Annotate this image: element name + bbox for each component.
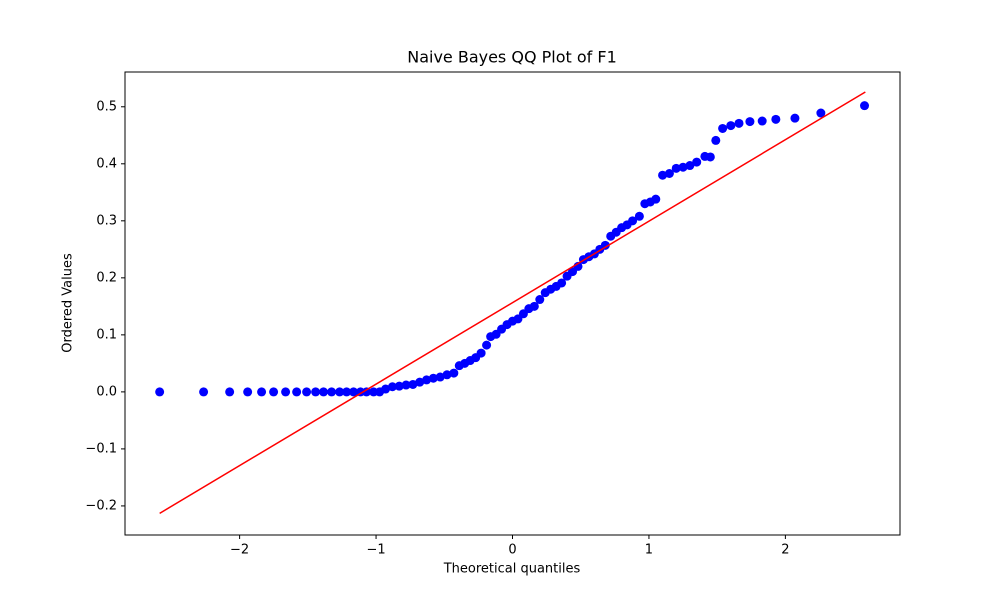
x-tick-label: −1 [366, 543, 385, 558]
point [269, 387, 279, 397]
x-axis-label: Theoretical quantiles [443, 562, 581, 577]
point [408, 379, 418, 389]
point [600, 240, 610, 250]
point [362, 387, 372, 397]
point [685, 161, 695, 171]
y-tick-label: 0.5 [96, 99, 117, 114]
x-tick-label: 2 [781, 543, 789, 558]
point [422, 375, 432, 385]
point [482, 340, 492, 350]
point [718, 123, 728, 133]
y-tick-label: 0.2 [96, 270, 117, 285]
point [651, 194, 661, 204]
point [319, 387, 329, 397]
point [529, 301, 539, 311]
point [381, 384, 391, 394]
point [257, 387, 267, 397]
point [860, 101, 870, 111]
point [671, 163, 681, 173]
y-tick-label: −0.1 [85, 441, 117, 456]
point [394, 381, 404, 391]
y-tick-label: −0.2 [85, 498, 117, 513]
point [692, 157, 702, 167]
y-tick-label: 0.4 [96, 156, 117, 171]
point [435, 372, 445, 382]
point [311, 387, 321, 397]
x-tick-label: −2 [230, 543, 249, 558]
point [711, 135, 721, 145]
y-tick-label: 0.3 [96, 213, 117, 228]
point [734, 118, 744, 128]
point [349, 387, 359, 397]
point [790, 113, 800, 123]
point [449, 368, 459, 378]
point [327, 387, 337, 397]
point [771, 114, 781, 124]
point [476, 348, 486, 358]
point [428, 373, 438, 383]
x-tick-label: 1 [645, 543, 653, 558]
point [401, 380, 411, 390]
point [335, 387, 345, 397]
chart-title: Naive Bayes QQ Plot of F1 [407, 48, 617, 67]
point [387, 382, 397, 392]
y-tick-label: 0.1 [96, 327, 117, 342]
point [705, 152, 715, 162]
y-tick-label: 0.0 [96, 384, 117, 399]
point [442, 370, 452, 380]
point [757, 116, 767, 126]
y-axis-label: Ordered Values [61, 253, 76, 353]
point [415, 377, 425, 387]
fit-line [159, 91, 866, 514]
point [535, 295, 545, 305]
point [342, 387, 352, 397]
point [745, 117, 755, 127]
point [816, 108, 826, 118]
point [292, 387, 302, 397]
point [628, 216, 638, 226]
point [199, 387, 209, 397]
point [664, 168, 674, 178]
point [155, 387, 165, 397]
point [658, 170, 668, 180]
point [302, 387, 312, 397]
point [225, 387, 235, 397]
point [281, 387, 291, 397]
point [634, 211, 644, 221]
x-tick-label: 0 [508, 543, 516, 558]
point [726, 121, 736, 131]
point [678, 162, 688, 172]
point [557, 278, 567, 288]
point [243, 387, 253, 397]
